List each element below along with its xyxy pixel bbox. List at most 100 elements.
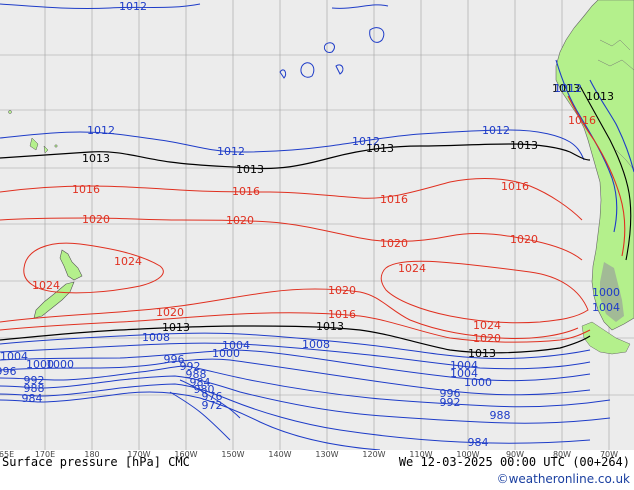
south-america-landmass	[555, 0, 634, 331]
isobar-label: 1004	[222, 339, 250, 352]
isobar-label: 1020	[380, 237, 408, 250]
isobar-label: 1020	[82, 213, 110, 226]
country-borders	[597, 39, 634, 171]
isobar-1020-south	[0, 288, 579, 339]
isobar-label: 988	[24, 382, 45, 395]
longitude-label: 90W	[505, 450, 525, 459]
isobar-1012-top	[0, 3, 201, 10]
tierra-del-fuego-islands	[581, 321, 631, 355]
isobar-label: 1000	[26, 358, 54, 371]
isobar-label: 1024	[473, 319, 501, 332]
pressure-map: 1012 1012 1012 1012 1012 1013 1013 1013 …	[0, 0, 634, 450]
isobar-label: 992	[24, 374, 45, 387]
isobar-label: 980	[194, 383, 215, 396]
isobar-1016-north	[0, 178, 583, 221]
isobar-label: 1016	[232, 185, 260, 198]
longitude-label: 70W	[599, 450, 619, 459]
isobar-label: 1008	[142, 331, 170, 344]
isobar-label: 1012	[554, 82, 582, 95]
isobar-label: 984	[468, 436, 489, 449]
isobar-label: 1024	[114, 255, 142, 268]
longitude-label: 140W	[268, 450, 292, 459]
longitude-label: 110W	[409, 450, 433, 459]
isobar-label: 984	[190, 376, 211, 389]
isobar-label: 1016	[72, 183, 100, 196]
isobar-label: 1012	[217, 145, 245, 158]
longitude-label: 170E	[34, 450, 56, 459]
isobar-label: 1020	[226, 214, 254, 227]
isobar-label: 984	[22, 392, 43, 405]
isobar-1013-north	[0, 143, 591, 170]
isobar-label: 1016	[568, 114, 596, 127]
longitude-label: 180	[84, 450, 100, 459]
isobar-label: 996	[440, 387, 461, 400]
isobar-label: 992	[180, 360, 201, 373]
longitude-label: 100W	[456, 450, 480, 459]
longitude-label: 170W	[127, 450, 151, 459]
longitude-label: 165E	[0, 450, 15, 459]
longitude-label: 120W	[362, 450, 386, 459]
isobar-label: 972	[202, 399, 223, 412]
isobar-label: 1004	[450, 359, 478, 372]
isobar-label: 1004	[450, 367, 478, 380]
longitude-label: 150W	[221, 450, 245, 459]
isobar-label: 1016	[380, 193, 408, 206]
isobar-label: 1013	[236, 163, 264, 176]
isobar-label: 1013	[316, 320, 344, 333]
isobar-label: 996	[164, 353, 185, 366]
longitude-label: 80W	[552, 450, 572, 459]
isobar-1012	[0, 129, 585, 161]
isobar-label: 1000	[212, 347, 240, 360]
isobar-label: 988	[490, 409, 511, 422]
map-title: Surface pressure [hPa] CMC	[2, 455, 190, 469]
isobar-1024-west	[23, 242, 164, 294]
isobar-label: 976	[202, 390, 223, 403]
isobar-label: 1024	[32, 279, 60, 292]
isobar-label: 1013	[468, 347, 496, 360]
isobar-label: 1020	[510, 233, 538, 246]
isobar-labels: 1012 1012 1012 1012 1012 1013 1013 1013 …	[0, 0, 620, 449]
isobar-label: 988	[186, 368, 207, 381]
isobar-label: 1008	[302, 338, 330, 351]
isobar-label: 1020	[328, 284, 356, 297]
isobar-1012-closed-contours	[279, 4, 389, 79]
new-zealand-north-island	[59, 249, 83, 281]
ocean-background	[0, 0, 634, 450]
isobar-label: 1016	[328, 308, 356, 321]
isobar-label: 1012	[119, 0, 147, 13]
isobar-label: 1000	[464, 376, 492, 389]
isobar-label: 1013	[162, 321, 190, 334]
isobar-label: 1016	[501, 180, 529, 193]
isobar-label: 1004	[0, 350, 28, 363]
isobar-label: 1013	[82, 152, 110, 165]
isobar-label: 1000	[46, 358, 74, 371]
longitude-label: 130W	[315, 450, 339, 459]
isobar-label: 1020	[473, 332, 501, 345]
isobar-label: 1012	[87, 124, 115, 137]
pacific-islands	[8, 110, 58, 154]
andes-terrain	[600, 262, 624, 322]
valid-time: We 12-03-2025 00:00 UTC (00+264)	[398, 455, 630, 469]
isobar-label: 1013	[586, 90, 614, 103]
isobar-label: 996	[0, 365, 17, 378]
isobar-label: 1012	[352, 135, 380, 148]
isobar-label: 1024	[398, 262, 426, 275]
new-zealand-south-island	[33, 281, 75, 319]
longitude-label: 160W	[174, 450, 198, 459]
isobar-label: 992	[440, 396, 461, 409]
isobar-label: 1000	[592, 286, 620, 299]
isobar-1020-north	[0, 217, 583, 261]
isobar-label: 1013	[552, 82, 580, 95]
isobar-label: 1013	[510, 139, 538, 152]
isobar-label: 1020	[156, 306, 184, 319]
isobar-1016-south	[0, 312, 591, 343]
site-credit-link[interactable]: ©weatheronline.co.uk	[496, 472, 630, 486]
isobar-1024-east	[380, 260, 589, 324]
isobar-label: 1012	[482, 124, 510, 137]
isobars-southern-lows	[0, 332, 611, 450]
isobar-label: 1004	[592, 301, 620, 314]
isobar-label: 1013	[366, 142, 394, 155]
isobar-1013-south	[0, 325, 591, 354]
isobars-coastal	[555, 59, 634, 261]
